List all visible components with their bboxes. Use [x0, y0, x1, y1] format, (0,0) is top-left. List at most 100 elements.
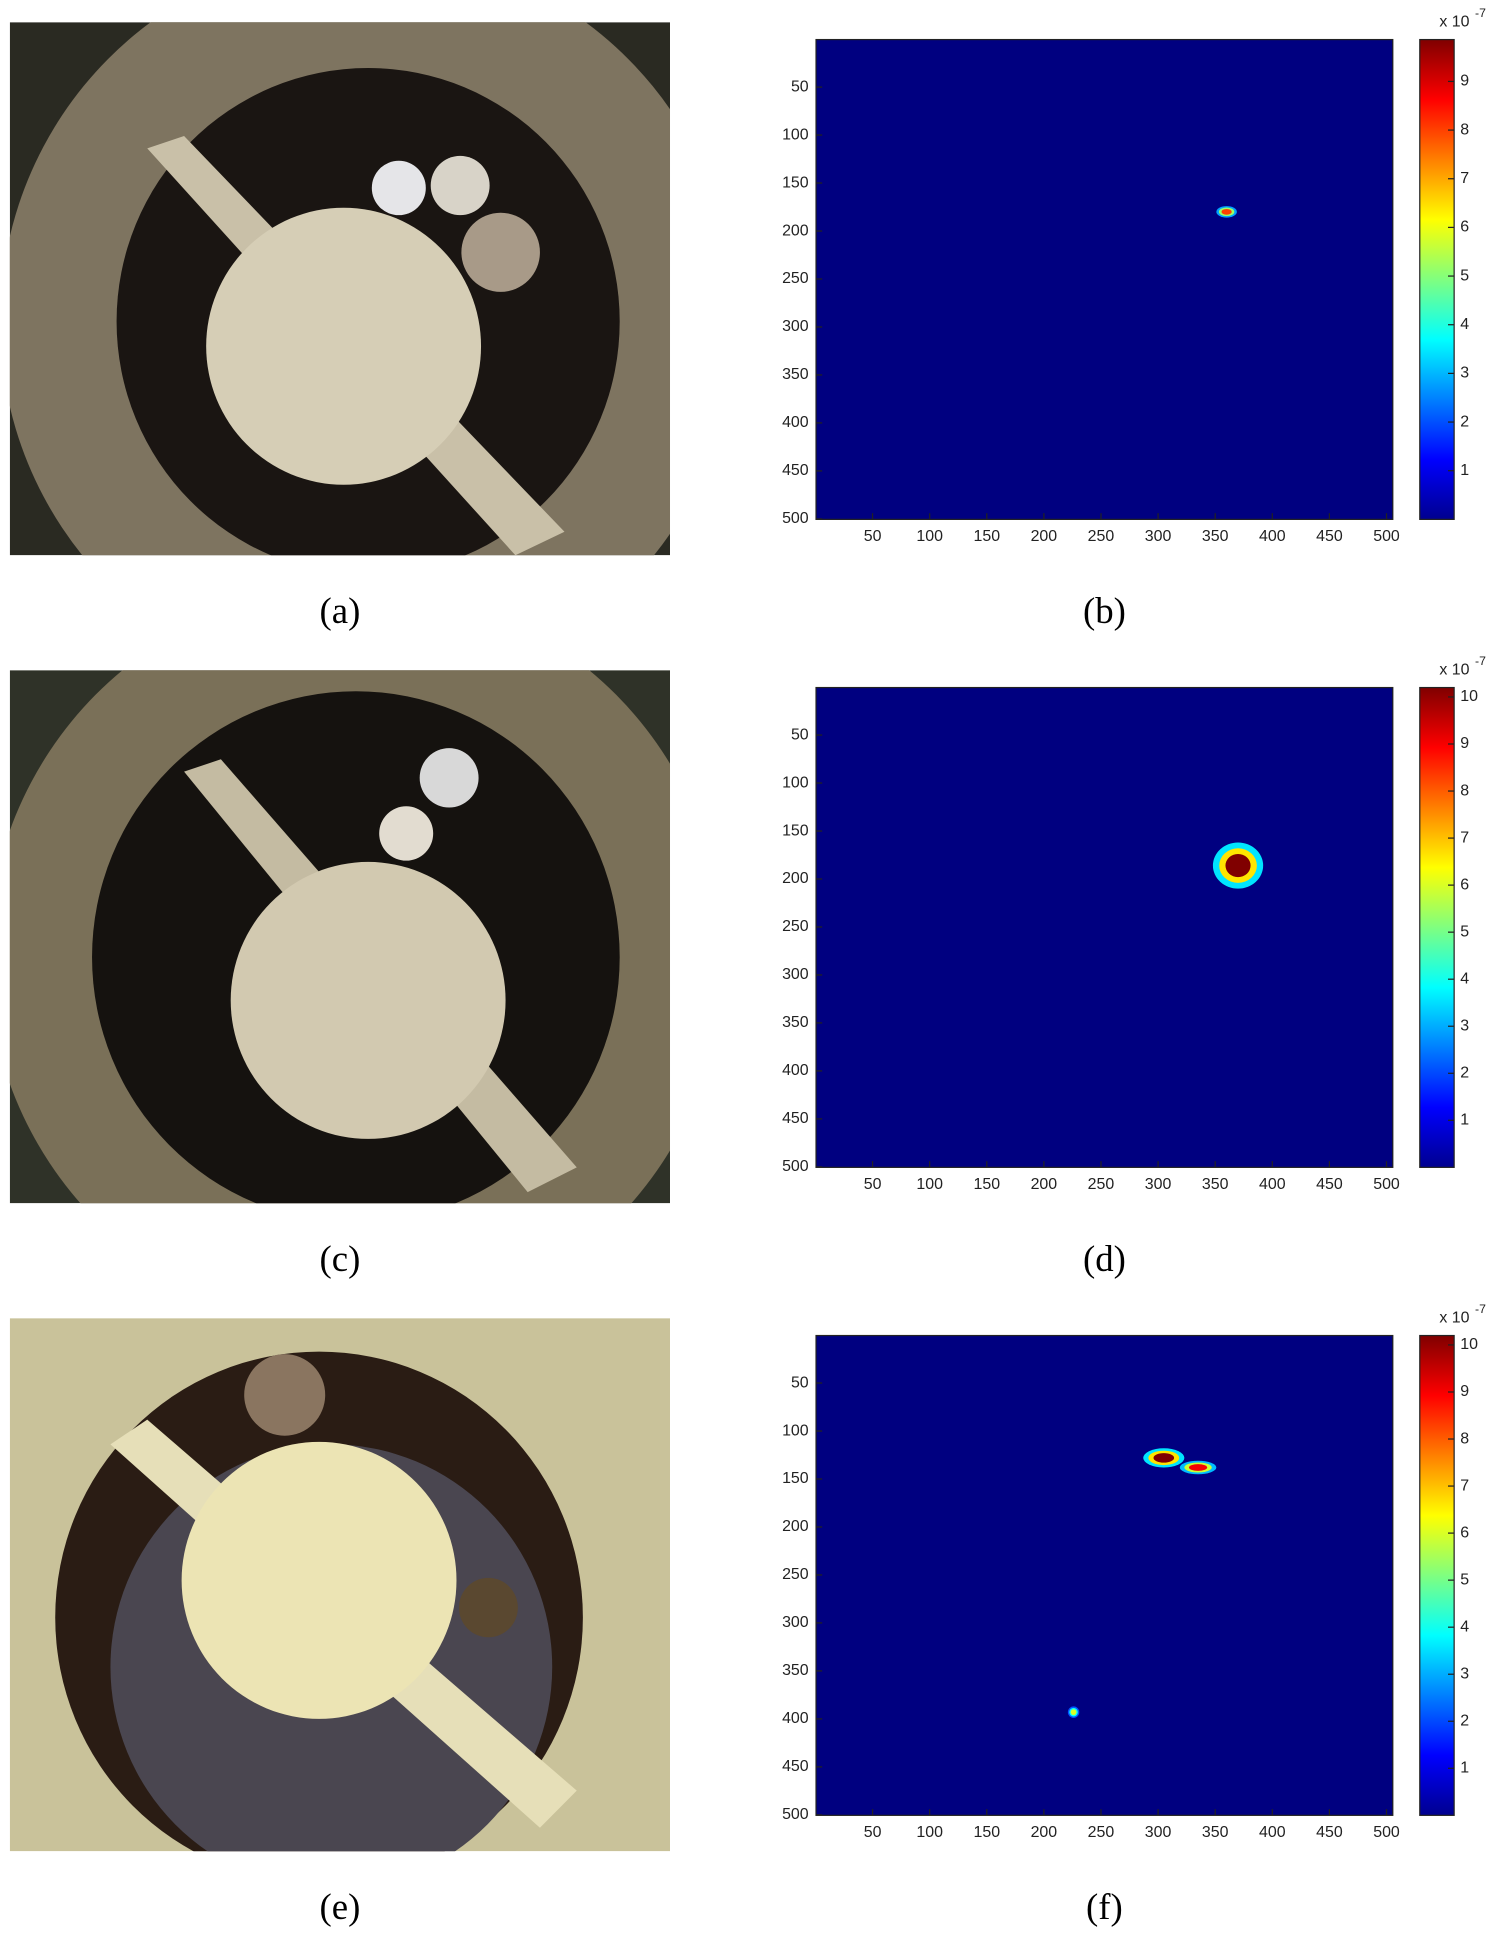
y-tick-label: 250 — [782, 918, 809, 935]
colorbar-tick-label: 5 — [1460, 267, 1469, 284]
colorbar-tick-label: 8 — [1460, 782, 1469, 799]
y-tick-label: 300 — [782, 318, 809, 335]
colorbar-tick-label: 1 — [1460, 1112, 1469, 1129]
y-tick-label: 450 — [782, 462, 809, 479]
colorbar-tick-label: 9 — [1460, 735, 1469, 752]
y-tick-label: 50 — [791, 726, 809, 743]
y-tick-label: 100 — [782, 774, 809, 791]
colorbar-tick-label: 6 — [1460, 876, 1469, 893]
colorbar-tick-label: 1 — [1460, 1760, 1469, 1777]
panel-label: (c) — [319, 1238, 360, 1280]
y-tick-label: 50 — [791, 78, 809, 95]
y-tick-label: 400 — [782, 1062, 809, 1079]
y-tick-label: 250 — [782, 1566, 809, 1583]
colorbar-label: x 10 — [1439, 661, 1469, 678]
colorbar — [1419, 38, 1455, 520]
colorbar-tick-label: 7 — [1460, 170, 1469, 187]
x-tick-label: 50 — [864, 528, 882, 545]
colorbar-tick-label: 9 — [1460, 1383, 1469, 1400]
panel-label: (d) — [1083, 1238, 1126, 1280]
y-tick-label: 350 — [782, 1662, 809, 1679]
colorbar-tick-label: 8 — [1460, 121, 1469, 138]
y-tick-label: 100 — [782, 126, 809, 143]
x-tick-label: 300 — [1145, 528, 1172, 545]
x-tick-label: 350 — [1202, 1176, 1229, 1193]
y-tick-label: 300 — [782, 1614, 809, 1631]
heatmap-background — [816, 687, 1393, 1168]
y-tick-label: 50 — [791, 1374, 809, 1391]
heatmap-background — [816, 1335, 1393, 1816]
y-tick-label: 150 — [782, 1470, 809, 1487]
y-tick-label: 200 — [782, 870, 809, 887]
y-tick-label: 150 — [782, 174, 809, 191]
colorbar-tick-label: 4 — [1460, 1618, 1469, 1635]
panel-label: (a) — [319, 590, 360, 632]
colorbar-exponent: -7 — [1475, 6, 1486, 20]
x-tick-label: 250 — [1088, 528, 1115, 545]
colorbar-tick-label: 10 — [1460, 688, 1478, 705]
x-tick-label: 500 — [1373, 1824, 1400, 1841]
photo — [9, 1318, 671, 1852]
hotspot — [1070, 1709, 1077, 1716]
x-tick-label: 250 — [1088, 1824, 1115, 1841]
colorbar-tick-label: 2 — [1460, 413, 1469, 430]
hotspot — [1221, 208, 1232, 215]
x-tick-label: 400 — [1259, 1824, 1286, 1841]
y-tick-label: 300 — [782, 966, 809, 983]
x-tick-label: 350 — [1202, 528, 1229, 545]
colorbar-tick-label: 4 — [1460, 970, 1469, 987]
photo — [9, 22, 671, 556]
y-tick-label: 200 — [782, 222, 809, 239]
y-tick-label: 350 — [782, 1014, 809, 1031]
y-tick-label: 100 — [782, 1422, 809, 1439]
y-tick-label: 500 — [782, 510, 809, 527]
y-tick-label: 150 — [782, 822, 809, 839]
colorbar-tick-label: 6 — [1460, 1524, 1469, 1541]
x-tick-label: 400 — [1259, 528, 1286, 545]
y-tick-label: 250 — [782, 270, 809, 287]
hotspot — [1225, 854, 1251, 878]
x-tick-label: 150 — [973, 1824, 1000, 1841]
photo — [9, 670, 671, 1204]
colorbar-tick-label: 5 — [1460, 923, 1469, 940]
x-tick-label: 450 — [1316, 528, 1343, 545]
y-tick-label: 350 — [782, 366, 809, 383]
y-tick-label: 500 — [782, 1158, 809, 1175]
colorbar-tick-label: 4 — [1460, 316, 1469, 333]
colorbar-tick-label: 3 — [1460, 365, 1469, 382]
colorbar-tick-label: 1 — [1460, 462, 1469, 479]
x-tick-label: 200 — [1031, 1824, 1058, 1841]
y-tick-label: 500 — [782, 1806, 809, 1823]
x-tick-label: 50 — [864, 1176, 882, 1193]
y-tick-label: 450 — [782, 1758, 809, 1775]
colorbar — [1419, 686, 1455, 1168]
colorbar-label: x 10 — [1439, 1309, 1469, 1326]
colorbar-exponent: -7 — [1475, 1302, 1486, 1316]
x-tick-label: 300 — [1145, 1176, 1172, 1193]
colorbar-tick-label: 5 — [1460, 1571, 1469, 1588]
x-tick-label: 50 — [864, 1824, 882, 1841]
heatmap-background — [816, 39, 1393, 520]
colorbar-exponent: -7 — [1475, 654, 1486, 668]
x-tick-label: 100 — [916, 1176, 943, 1193]
x-tick-label: 200 — [1031, 1176, 1058, 1193]
panel-label: (e) — [319, 1886, 360, 1928]
y-tick-label: 450 — [782, 1110, 809, 1127]
x-tick-label: 150 — [973, 528, 1000, 545]
colorbar-tick-label: 9 — [1460, 73, 1469, 90]
panel-label: (b) — [1083, 590, 1126, 632]
x-tick-label: 100 — [916, 528, 943, 545]
x-tick-label: 250 — [1088, 1176, 1115, 1193]
hotspot — [1153, 1453, 1175, 1463]
panel-label: (f) — [1086, 1886, 1123, 1928]
x-tick-label: 500 — [1373, 1176, 1400, 1193]
hotspot — [1188, 1464, 1208, 1471]
colorbar-tick-label: 7 — [1460, 829, 1469, 846]
colorbar-tick-label: 3 — [1460, 1017, 1469, 1034]
x-tick-label: 350 — [1202, 1824, 1229, 1841]
colorbar-tick-label: 2 — [1460, 1064, 1469, 1081]
colorbar-tick-label: 6 — [1460, 219, 1469, 236]
colorbar-tick-label: 7 — [1460, 1477, 1469, 1494]
y-tick-label: 200 — [782, 1518, 809, 1535]
